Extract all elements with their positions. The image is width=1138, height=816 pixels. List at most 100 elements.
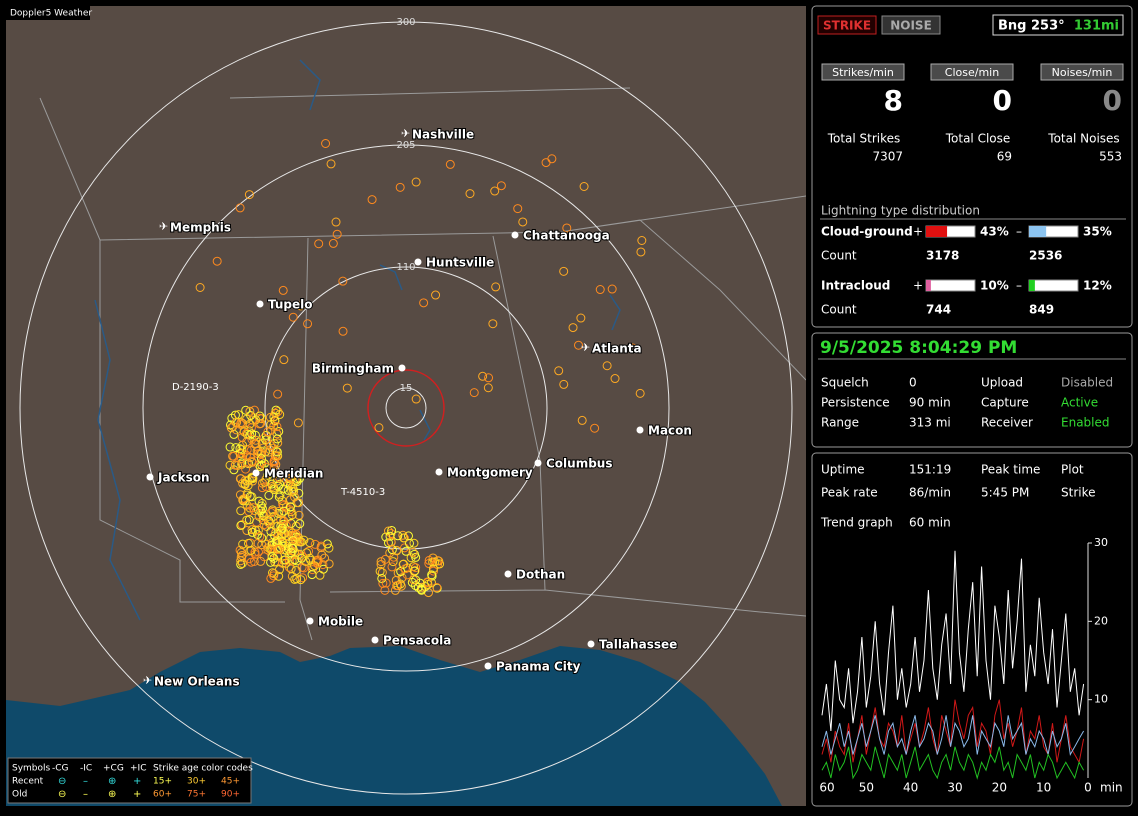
strike-symbol [226,423,236,433]
strike-symbol [277,537,287,547]
ring-label: 15 [400,383,413,394]
strike-symbol [270,415,280,425]
rate-label-box [930,63,1014,81]
strike-symbol [273,544,283,554]
strike-symbol [411,394,421,404]
city-dot [414,258,422,266]
trend-line [821,746,1085,780]
strike-symbol [242,458,252,468]
strike-symbol [562,223,572,233]
strike-symbol [559,266,569,276]
strike-symbol [252,530,262,540]
strike-symbol [301,556,311,566]
strike-button[interactable] [817,15,877,35]
strike-symbol [236,520,246,530]
rate-value: 8 [884,84,903,117]
strike-symbol [264,447,274,457]
strike-symbol [272,551,282,561]
strike-symbol [235,444,245,454]
bearing: Bng 253° [998,19,1065,34]
strike-symbol [287,482,297,492]
strike-symbol [235,545,245,555]
strike-symbol [271,452,281,462]
strike-symbol [465,189,475,199]
strike-symbol [392,581,402,591]
strike-symbol [274,571,284,581]
strike-symbol [409,549,419,559]
strike-symbol [315,570,325,580]
setting-value: 0 [909,376,917,390]
setting-value: Enabled [1061,416,1110,430]
ring-label: 300 [396,17,415,28]
strike-symbol [411,177,421,187]
setting-label: Persistence [821,396,890,410]
strike-symbol [293,418,303,428]
strike-symbol [242,429,252,439]
strike-symbol [400,564,410,574]
city-label: Chattanooga [523,229,610,243]
age-code: 60+ [153,790,172,800]
strike-symbol [490,186,500,196]
stat-value: 86/min [909,486,951,500]
total-label: Total Strikes [827,132,901,146]
strike-symbol [419,298,429,308]
strike-symbol [385,531,395,541]
strike-symbol [432,582,442,592]
count-value: 849 [1029,303,1054,317]
strike-symbol [576,313,586,323]
strike-symbol [378,578,388,588]
strike-symbol [257,460,267,470]
strike-symbol [304,546,314,556]
noise-button[interactable] [881,15,941,35]
stat-label: Uptime [821,463,865,477]
distance: 131mi [1074,19,1119,34]
strike-symbol [256,418,266,428]
noise-button-label: NOISE [890,19,932,33]
setting-value: 313 mi [909,416,951,430]
legend-symbol: – [83,789,88,800]
strike-symbol [195,282,205,292]
strike-symbol [285,505,295,515]
legend-symbol: ⊕ [108,789,116,800]
strike-symbol [262,521,272,531]
pct-label: 12% [1083,279,1112,293]
legend-symbol: ⊖ [58,789,66,800]
strike-symbol [249,556,259,566]
strike-symbol [381,578,391,588]
strike-symbol [237,520,247,530]
rate-value: 0 [993,84,1012,117]
strike-symbol [386,537,396,547]
strike-symbol [257,448,267,458]
city-dot [256,300,264,308]
strike-symbol [230,460,240,470]
setting-label: Squelch [821,376,869,390]
strike-symbol [635,388,645,398]
strike-symbol [236,556,246,566]
panels: STRIKE NOISE Bng 253° 131mi Strikes/min 8 Tota… [817,14,1126,795]
strike-symbol [245,491,255,501]
age-code: 75+ [187,790,206,800]
legend-header: +CG [103,764,124,774]
strike-symbol [409,575,419,585]
strike-symbol [299,563,309,573]
city-label: Atlanta [592,342,642,356]
setting-label: Receiver [981,416,1033,430]
age-code: 45+ [221,777,240,787]
strike-symbol [225,442,235,452]
range-ring [385,387,427,429]
legend-label: Symbols [12,764,51,774]
count-label: Count [821,303,857,317]
strike-button-label: STRIKE [823,19,871,33]
city-label: Memphis [170,221,231,235]
strike-symbol [250,439,260,449]
strike-symbol [321,138,331,148]
map: ✈ Nashville✈ MemphisChattanoogaHuntsvilleT… [6,6,806,806]
stat-value: Strike [1061,486,1096,500]
sign: + [913,225,923,239]
strike-symbol [255,531,265,541]
strike-symbol [247,527,257,537]
x-tick-label: 30 [947,781,962,795]
strike-symbol [395,182,405,192]
strike-symbol [396,567,406,577]
strike-symbol [254,505,264,515]
